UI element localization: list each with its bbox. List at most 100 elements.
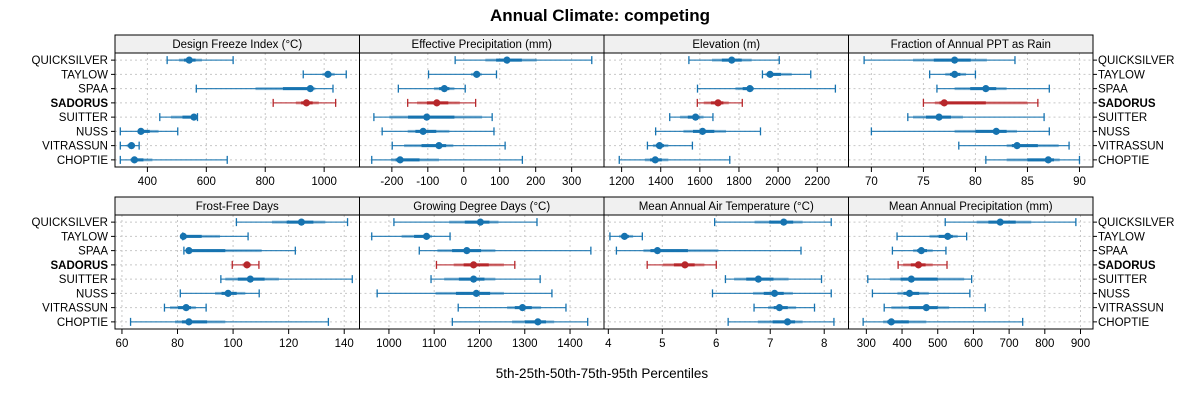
x-tick-label: 75 [917, 176, 930, 188]
x-tick-label: 500 [928, 338, 947, 350]
median-point [433, 99, 441, 107]
median-point [470, 261, 478, 269]
median-point [944, 232, 952, 240]
panel-title: Mean Annual Precipitation (mm) [889, 201, 1053, 213]
row-vitrassun [457, 303, 567, 312]
median-point [996, 218, 1004, 226]
median-point [914, 261, 923, 269]
median-point [185, 56, 193, 64]
row-quicksilver [166, 56, 234, 65]
chart-title: Annual Climate: competing [490, 6, 710, 25]
median-point [651, 156, 659, 164]
row-taylow [427, 70, 498, 79]
row-choptie [985, 155, 1081, 164]
panel-title: Mean Annual Air Temperature (°C) [639, 201, 814, 213]
x-tick-label: 1300 [512, 338, 538, 350]
row-quicksilver [235, 218, 349, 227]
row-sadorus [696, 98, 743, 107]
category-label-left: CHOPTIE [57, 155, 108, 167]
median-point [935, 113, 943, 121]
row-nuss [870, 127, 1050, 136]
median-point [655, 142, 664, 150]
plot-area [604, 215, 849, 329]
category-label-left: TAYLOW [61, 69, 108, 81]
x-tick-label: 120 [279, 338, 298, 350]
row-vitrassun [646, 141, 694, 150]
right-category-labels: QUICKSILVER TAYLOW SPAA SADORUS SUITTER NUSS V… [1093, 55, 1174, 329]
x-tick-label: 85 [1021, 176, 1034, 188]
row-choptie [862, 317, 1024, 326]
row-vitrassun [391, 141, 506, 150]
row-spaa [615, 246, 802, 255]
median-point [766, 70, 774, 78]
median-point [440, 85, 448, 93]
row-sadorus [231, 260, 260, 269]
median-point [423, 113, 431, 121]
row-suitter [373, 113, 493, 122]
median-point [907, 275, 915, 283]
median-point [243, 261, 251, 269]
median-point [754, 275, 762, 283]
median-point [681, 261, 689, 269]
x-tick-label: 1200 [609, 176, 635, 188]
category-label-left: QUICKSILVER [32, 55, 108, 67]
category-label-right: TAYLOW [1098, 231, 1145, 243]
row-spaa [936, 84, 1050, 93]
category-label-right: SPAA [1098, 246, 1128, 258]
row-choptie [119, 155, 228, 164]
category-label-left: CHOPTIE [57, 317, 108, 329]
x-tick-label: 2000 [765, 176, 791, 188]
median-point [185, 318, 193, 326]
panel-1: Effective Precipitation (mm) -200 -100 0 100… [359, 34, 605, 188]
median-point [396, 156, 404, 164]
row-taylow [179, 232, 249, 241]
row-nuss [654, 127, 762, 136]
x-tick-label: 5 [659, 338, 665, 350]
median-point [780, 218, 788, 226]
x-tick-label: 300 [562, 176, 581, 188]
row-vitrassun [883, 303, 986, 312]
median-point [714, 99, 722, 107]
row-quicksilver [713, 218, 832, 227]
panel-frame [848, 52, 1094, 168]
category-label-right: CHOPTIE [1098, 155, 1149, 167]
row-taylow [929, 70, 977, 79]
median-point [691, 113, 700, 121]
panel-6: Mean Annual Air Temperature (°C) 4 5 6 7 8 [603, 196, 849, 350]
category-label-left: VITRASSUN [42, 141, 108, 153]
row-vitrassun [163, 303, 207, 312]
row-spaa [891, 246, 947, 255]
row-taylow [761, 70, 812, 79]
category-label-right: SADORUS [1098, 98, 1156, 110]
row-spaa [183, 246, 296, 255]
row-nuss [179, 289, 260, 298]
category-label-left: SPAA [78, 246, 108, 258]
category-label-right: SUITTER [1098, 112, 1147, 124]
median-point [922, 304, 930, 312]
panel-3: Fraction of Annual PPT as Rain 70 75 80 85 90 [848, 34, 1094, 188]
left-category-labels: QUICKSILVER TAYLOW SPAA SADORUS SUITTER NUSS V… [32, 55, 115, 329]
x-axis-label: 5th-25th-50th-75th-95th Percentiles [496, 366, 709, 381]
row-suitter [159, 113, 199, 122]
row-quicksilver [393, 218, 538, 227]
x-tick-label: 140 [335, 338, 354, 350]
panel-7: Mean Annual Precipitation (mm) 300 400 500 6… [848, 196, 1094, 350]
category-label-right: SPAA [1098, 84, 1128, 96]
row-choptie [129, 317, 330, 326]
category-label-right: NUSS [1098, 126, 1130, 138]
median-point [476, 218, 484, 226]
median-point [473, 70, 481, 78]
median-point [728, 56, 736, 64]
row-suitter [220, 275, 353, 284]
panel-title: Design Freeze Index (°C) [172, 39, 302, 51]
row-nuss [119, 127, 179, 136]
plot-area [115, 215, 360, 329]
x-tick-label: 4 [605, 338, 612, 350]
x-tick-label: 60 [116, 338, 129, 350]
plot-area [359, 215, 604, 329]
panels: Design Freeze Index (°C)400 600 800 1000Eff… [114, 34, 1094, 350]
x-tick-label: 400 [892, 338, 911, 350]
panel-title: Growing Degree Days (°C) [413, 201, 550, 213]
x-tick-label: 1600 [687, 176, 713, 188]
